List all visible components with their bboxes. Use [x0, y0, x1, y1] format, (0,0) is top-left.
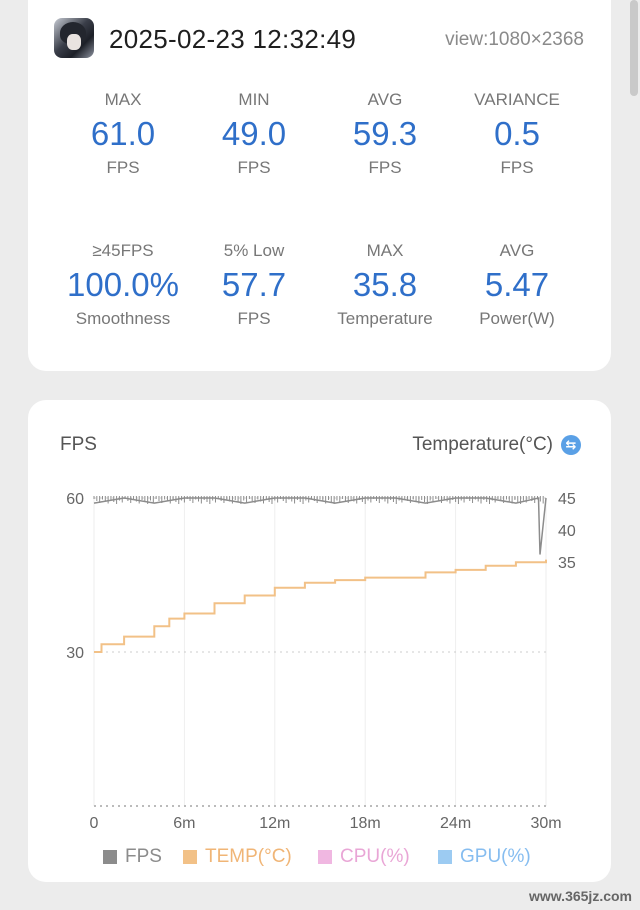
legend-swatch	[438, 850, 452, 864]
x-tick-label: 30m	[530, 815, 561, 832]
stat-value: 59.3	[352, 115, 418, 152]
x-tick-label: 18m	[350, 815, 381, 832]
y-left-tick-label: 60	[66, 491, 84, 508]
legend-swatch	[103, 850, 117, 864]
stat-min-fps: MIN 49.0 FPS	[184, 89, 324, 179]
stat-label: AVG	[367, 90, 403, 109]
summary-card: 2025-02-23 12:32:49 view:1080×2368 MAX 6…	[28, 0, 611, 371]
session-header: 2025-02-23 12:32:49 view:1080×2368	[54, 18, 584, 58]
y-right-tick-label: 35	[558, 555, 576, 572]
x-tick-label: 0	[90, 815, 99, 832]
stat-value: 5.47	[484, 266, 550, 303]
y-right-tick-label: 45	[558, 491, 576, 508]
stat-unit: Smoothness	[75, 309, 171, 328]
stat-smoothness: ≥45FPS 100.0% Smoothness	[53, 240, 193, 330]
fps-series-line	[93, 497, 547, 555]
stat-max-temperature: MAX 35.8 Temperature	[315, 240, 455, 330]
x-tick-label: 6m	[173, 815, 195, 832]
legend-label: FPS	[125, 846, 162, 867]
y-right-tick-label: 40	[558, 523, 576, 540]
stat-value: 49.0	[221, 115, 287, 152]
stat-5pct-low: 5% Low 57.7 FPS	[184, 240, 324, 330]
stat-value: 35.8	[352, 266, 418, 303]
temp-series-line	[94, 559, 547, 653]
stat-max-fps: MAX 61.0 FPS	[53, 89, 193, 179]
x-tick-label: 24m	[440, 815, 471, 832]
app-avatar[interactable]	[54, 18, 94, 58]
stat-unit: Temperature	[337, 309, 433, 328]
stat-value: 61.0	[90, 115, 156, 152]
chart-card: 0 6m 12m 18m 24m 30m 30 60 35 40 45 FPS Temperatur…	[28, 400, 611, 882]
chart-legend: FPS TEMP(°C) CPU(%) GPU(%)	[28, 844, 611, 870]
legend-swatch	[318, 850, 332, 864]
stat-value: 100.0%	[67, 266, 179, 303]
stat-unit: FPS	[237, 309, 271, 328]
stat-label: VARIANCE	[474, 90, 560, 109]
stat-unit: FPS	[237, 158, 271, 177]
stat-unit: FPS	[106, 158, 140, 177]
stat-value: 57.7	[221, 266, 287, 303]
legend-label: TEMP(°C)	[205, 846, 292, 867]
legend-label: GPU(%)	[460, 846, 531, 867]
right-axis-title: Temperature(°C)	[412, 434, 553, 455]
swap-icon[interactable]: ⇆	[561, 435, 581, 455]
stat-unit: FPS	[500, 158, 534, 177]
stat-label: AVG	[499, 241, 535, 260]
stat-label: ≥45FPS	[92, 241, 154, 260]
legend-label: CPU(%)	[340, 846, 410, 867]
stat-avg-power: AVG 5.47 Power(W)	[447, 240, 587, 330]
view-resolution: view:1080×2368	[445, 29, 584, 50]
stat-label: MAX	[104, 90, 142, 109]
stat-label: MAX	[366, 241, 404, 260]
stat-unit: FPS	[368, 158, 402, 177]
stat-label: 5% Low	[223, 241, 285, 260]
stat-unit: Power(W)	[479, 309, 555, 328]
stat-variance: VARIANCE 0.5 FPS	[447, 89, 587, 179]
watermark-text: www.365jz.com	[529, 888, 632, 904]
session-datetime: 2025-02-23 12:32:49	[109, 24, 357, 54]
stat-avg-fps: AVG 59.3 FPS	[315, 89, 455, 179]
stat-value: 0.5	[494, 115, 540, 152]
page-scrollbar[interactable]	[630, 0, 638, 96]
fps-temperature-chart: 0 6m 12m 18m 24m 30m 30 60 35 40 45	[66, 491, 576, 832]
y-left-tick-label: 30	[66, 645, 84, 662]
x-tick-label: 12m	[259, 815, 290, 832]
stat-label: MIN	[238, 90, 270, 109]
left-axis-title: FPS	[60, 434, 97, 455]
legend-swatch	[183, 850, 197, 864]
